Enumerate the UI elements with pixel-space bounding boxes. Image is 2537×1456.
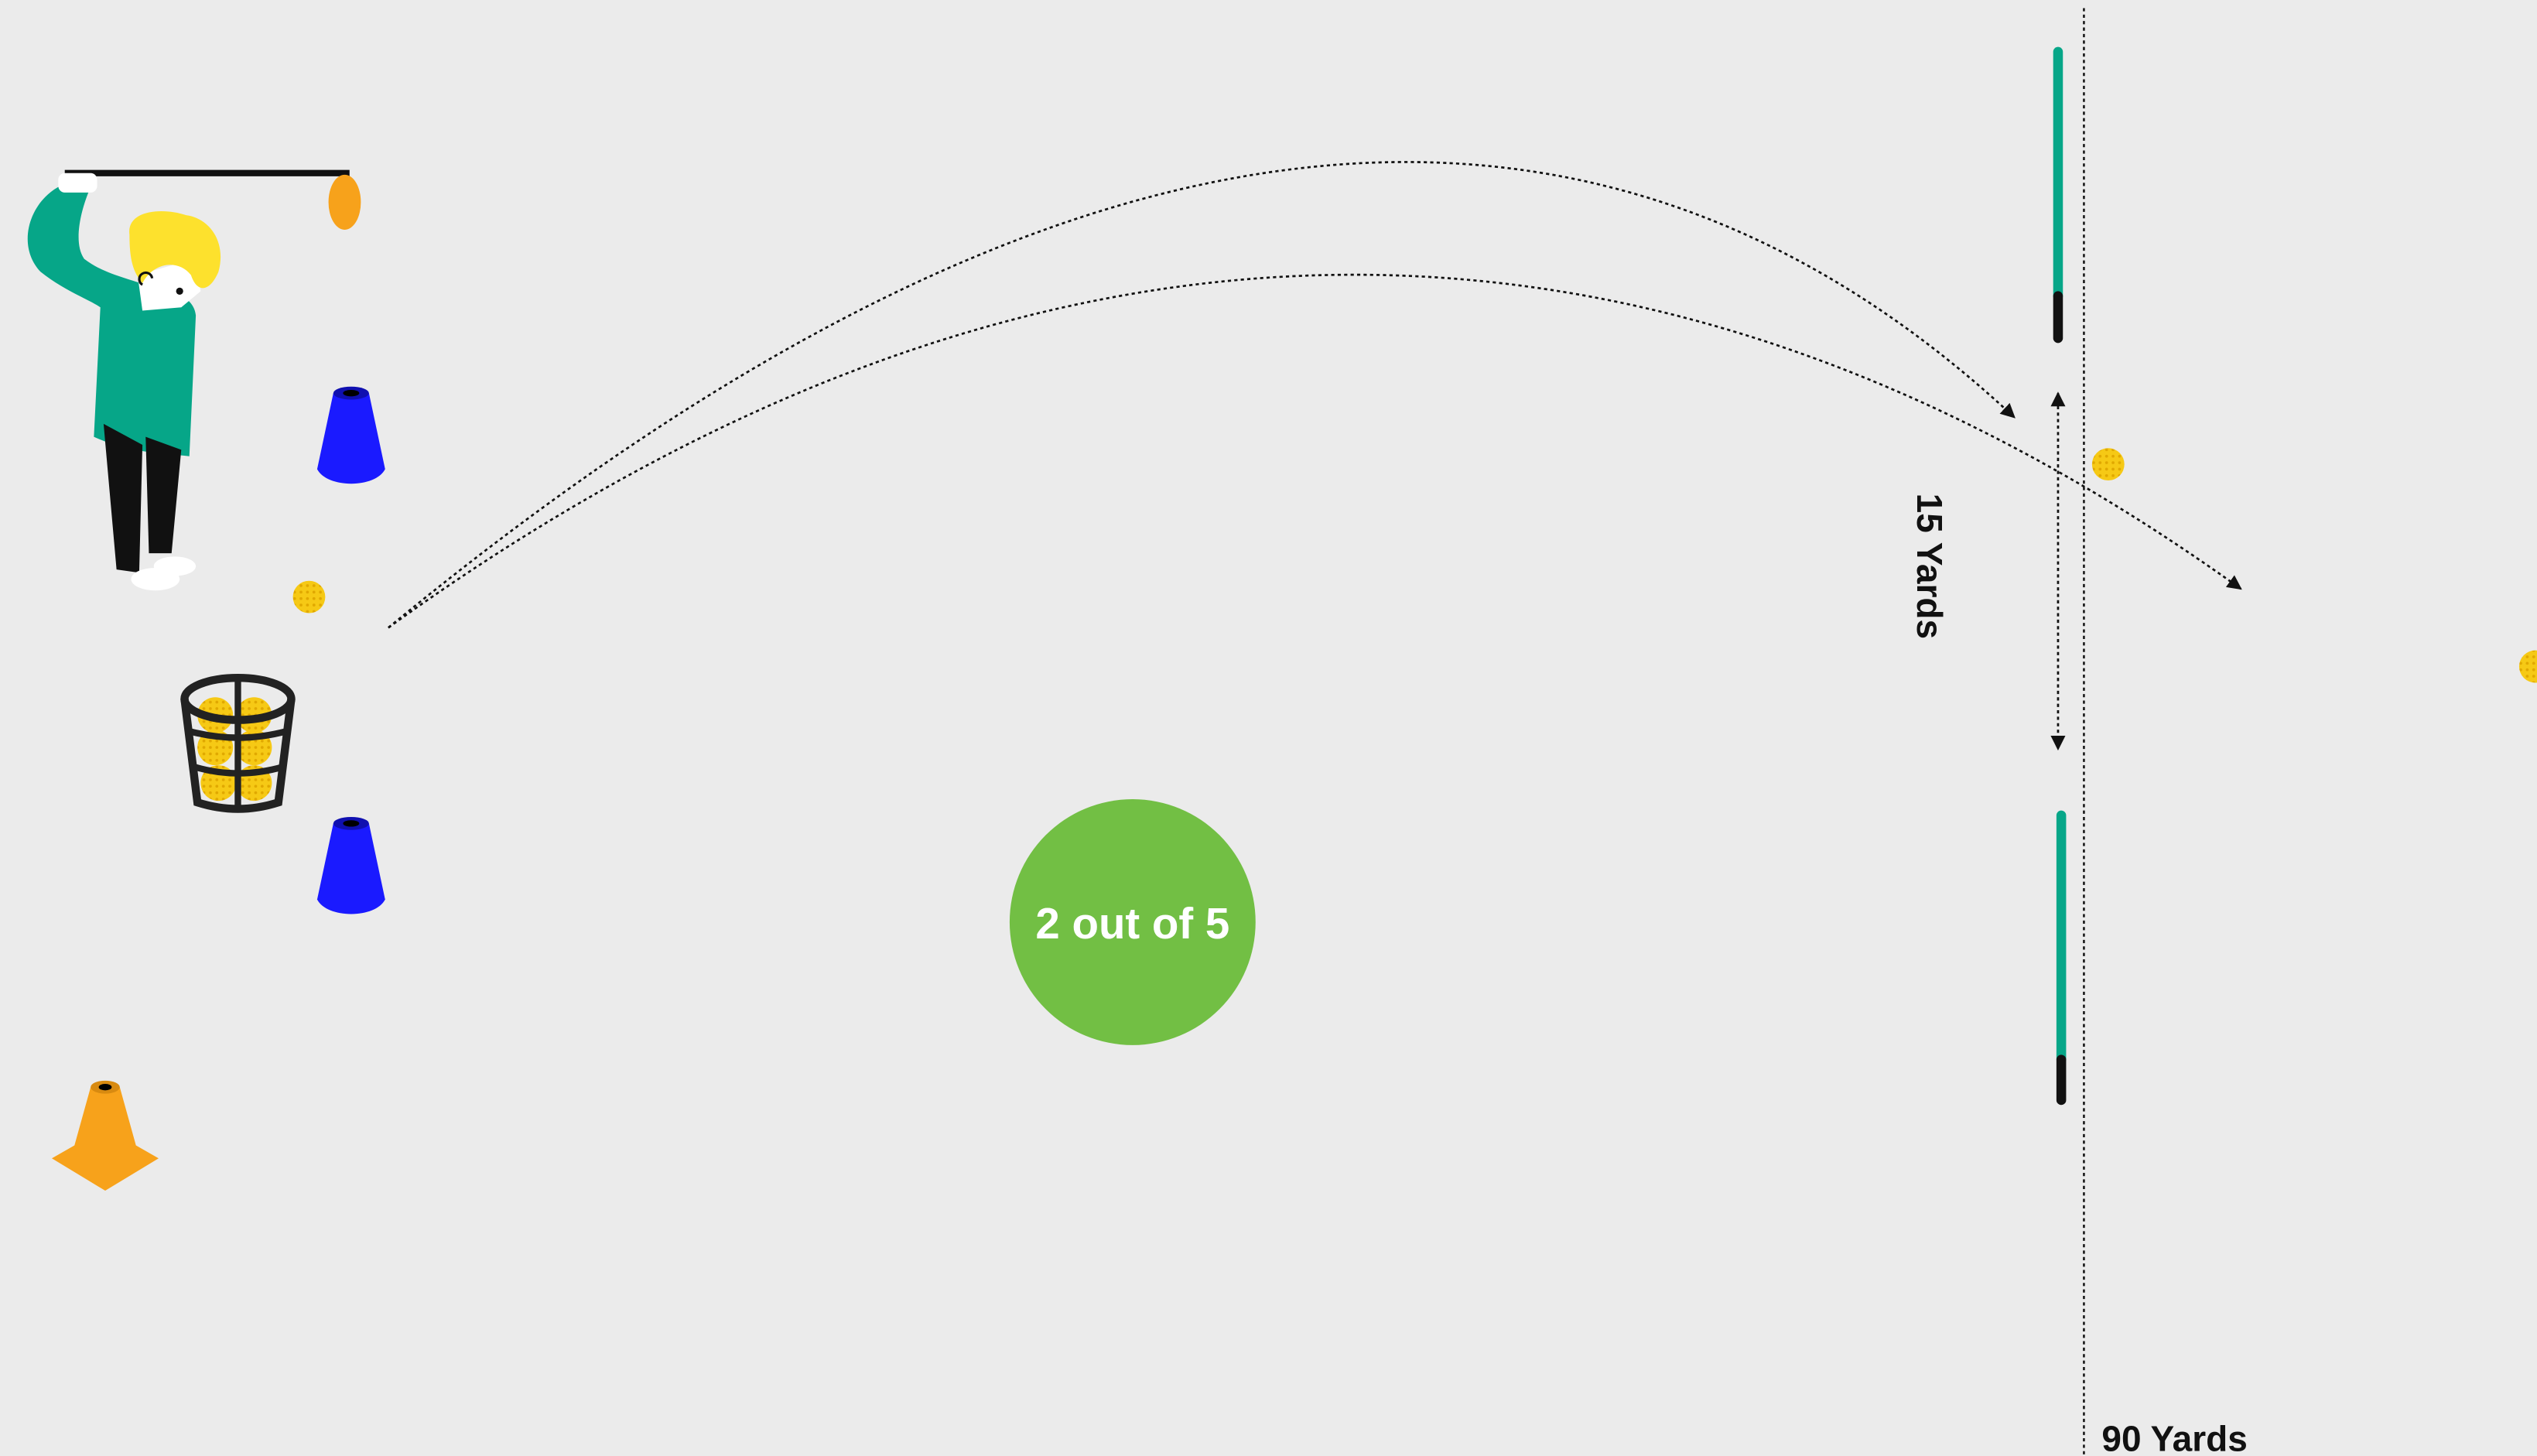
blue-cone [316, 386, 385, 484]
golf-ball [2091, 448, 2125, 481]
score-badge [1009, 799, 1256, 1045]
golf-ball [2518, 650, 2537, 683]
shot-trajectory [388, 273, 2242, 629]
blue-cone [316, 817, 385, 914]
orange-cone [51, 1080, 159, 1191]
shot-trajectory [388, 161, 2016, 629]
score-text: 2 out of 5 [1035, 899, 1229, 948]
golfer [27, 169, 361, 591]
golf-ball [292, 580, 326, 614]
gap-label: 15 Yards [1910, 494, 1950, 639]
distance-label: 90 Yards [2101, 1419, 2247, 1456]
ball-basket [180, 673, 296, 813]
